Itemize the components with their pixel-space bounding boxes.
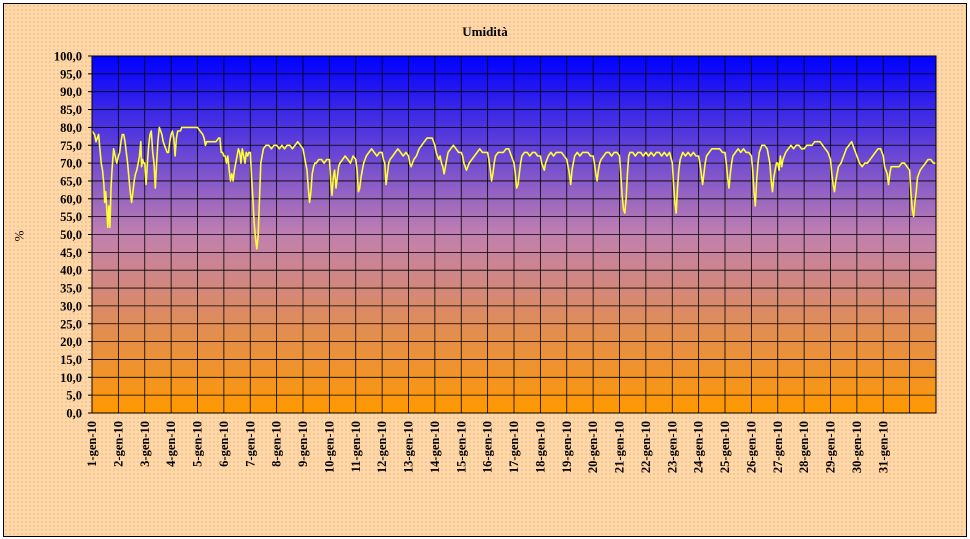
x-tick-label: 16-gen-10 xyxy=(481,421,495,473)
y-tick-label: 40,0 xyxy=(60,264,82,278)
x-tick-label: 26-gen-10 xyxy=(744,421,758,473)
x-tick-label: 9-gen-10 xyxy=(296,421,310,467)
y-tick-label: 45,0 xyxy=(60,246,82,260)
x-tick-label: 12-gen-10 xyxy=(375,421,389,473)
y-tick-label: 75,0 xyxy=(60,139,82,153)
y-tick-label: 65,0 xyxy=(60,174,82,188)
x-tick-label: 25-gen-10 xyxy=(718,421,732,473)
x-tick-label: 2-gen-10 xyxy=(111,421,125,467)
x-tick-label: 13-gen-10 xyxy=(402,421,416,473)
x-tick-label: 21-gen-10 xyxy=(613,421,627,473)
y-tick-label: 95,0 xyxy=(60,67,82,81)
x-tick-label: 29-gen-10 xyxy=(824,421,838,473)
plot-border xyxy=(91,55,937,414)
x-tick-label: 27-gen-10 xyxy=(771,421,785,473)
chart-title: Umidità xyxy=(462,24,508,39)
x-tick-label: 24-gen-10 xyxy=(692,421,706,473)
x-tick-label: 31-gen-10 xyxy=(876,421,890,473)
x-tick-label: 28-gen-10 xyxy=(797,421,811,473)
x-tick-label: 30-gen-10 xyxy=(850,421,864,473)
x-tick-label: 4-gen-10 xyxy=(164,421,178,467)
x-tick-label: 3-gen-10 xyxy=(138,421,152,467)
x-tick-label: 18-gen-10 xyxy=(533,421,547,473)
x-tick-label: 22-gen-10 xyxy=(639,421,653,473)
y-tick-label: 55,0 xyxy=(60,210,82,224)
y-tick-label: 100,0 xyxy=(54,50,82,64)
x-tick-label: 15-gen-10 xyxy=(454,421,468,473)
y-tick-label: 10,0 xyxy=(60,371,82,385)
x-tick-label: 7-gen-10 xyxy=(243,421,257,467)
y-tick-label: 70,0 xyxy=(60,157,82,171)
y-tick-label: 60,0 xyxy=(60,192,82,206)
y-tick-label: 20,0 xyxy=(60,335,82,349)
y-tick-label: 85,0 xyxy=(60,103,82,117)
humidity-series-line xyxy=(91,126,936,250)
x-tick-label: 20-gen-10 xyxy=(586,421,600,473)
x-tick-label: 11-gen-10 xyxy=(349,421,363,472)
y-axis-ticks: 0,0 5,0 10,0 15,0 20,0 25,0 30,0 35,0 40,0 45,0 50… xyxy=(54,50,92,421)
y-tick-label: 80,0 xyxy=(60,121,82,135)
x-tick-label: 19-gen-10 xyxy=(560,421,574,473)
y-tick-label: 30,0 xyxy=(60,299,82,313)
gridlines xyxy=(92,55,936,414)
x-tick-label: 10-gen-10 xyxy=(322,421,336,473)
x-axis-ticks: 1-gen-10 2-gen-10 3-gen-10 4-gen-10 5-gen-10… xyxy=(85,421,890,473)
y-tick-label: 90,0 xyxy=(60,85,82,99)
x-tick-label: 1-gen-10 xyxy=(85,421,99,467)
x-tick-label: 6-gen-10 xyxy=(217,421,231,467)
x-tick-label: 8-gen-10 xyxy=(270,421,284,467)
y-tick-label: 35,0 xyxy=(60,282,82,296)
y-tick-label: 15,0 xyxy=(60,353,82,367)
y-tick-label: 5,0 xyxy=(66,389,82,403)
y-tick-label: 0,0 xyxy=(66,407,82,421)
x-tick-label: 14-gen-10 xyxy=(428,421,442,473)
x-tick-label: 23-gen-10 xyxy=(665,421,679,473)
x-tick-label: 5-gen-10 xyxy=(191,421,205,467)
y-tick-label: 25,0 xyxy=(60,317,82,331)
x-tick-label: 17-gen-10 xyxy=(507,421,521,473)
y-tick-label: 50,0 xyxy=(60,228,82,242)
